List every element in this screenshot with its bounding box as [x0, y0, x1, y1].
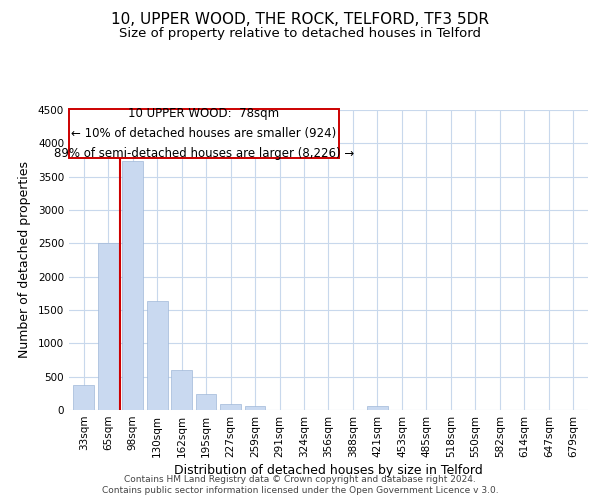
Y-axis label: Number of detached properties: Number of detached properties: [18, 162, 31, 358]
Bar: [220, 404, 241, 410]
Bar: [147, 300, 167, 410]
Bar: [245, 406, 265, 410]
Bar: [122, 162, 143, 410]
Text: 10, UPPER WOOD, THE ROCK, TELFORD, TF3 5DR: 10, UPPER WOOD, THE ROCK, TELFORD, TF3 5…: [111, 12, 489, 28]
Text: Contains public sector information licensed under the Open Government Licence v : Contains public sector information licen…: [101, 486, 499, 495]
Bar: [196, 394, 217, 410]
Text: Contains HM Land Registry data © Crown copyright and database right 2024.: Contains HM Land Registry data © Crown c…: [124, 475, 476, 484]
Text: Size of property relative to detached houses in Telford: Size of property relative to detached ho…: [119, 28, 481, 40]
X-axis label: Distribution of detached houses by size in Telford: Distribution of detached houses by size …: [174, 464, 483, 477]
Bar: [171, 370, 192, 410]
Bar: [367, 406, 388, 410]
Text: 10 UPPER WOOD:  78sqm
← 10% of detached houses are smaller (924)
89% of semi-det: 10 UPPER WOOD: 78sqm ← 10% of detached h…: [54, 107, 354, 160]
Bar: [98, 242, 119, 410]
Bar: [73, 384, 94, 410]
